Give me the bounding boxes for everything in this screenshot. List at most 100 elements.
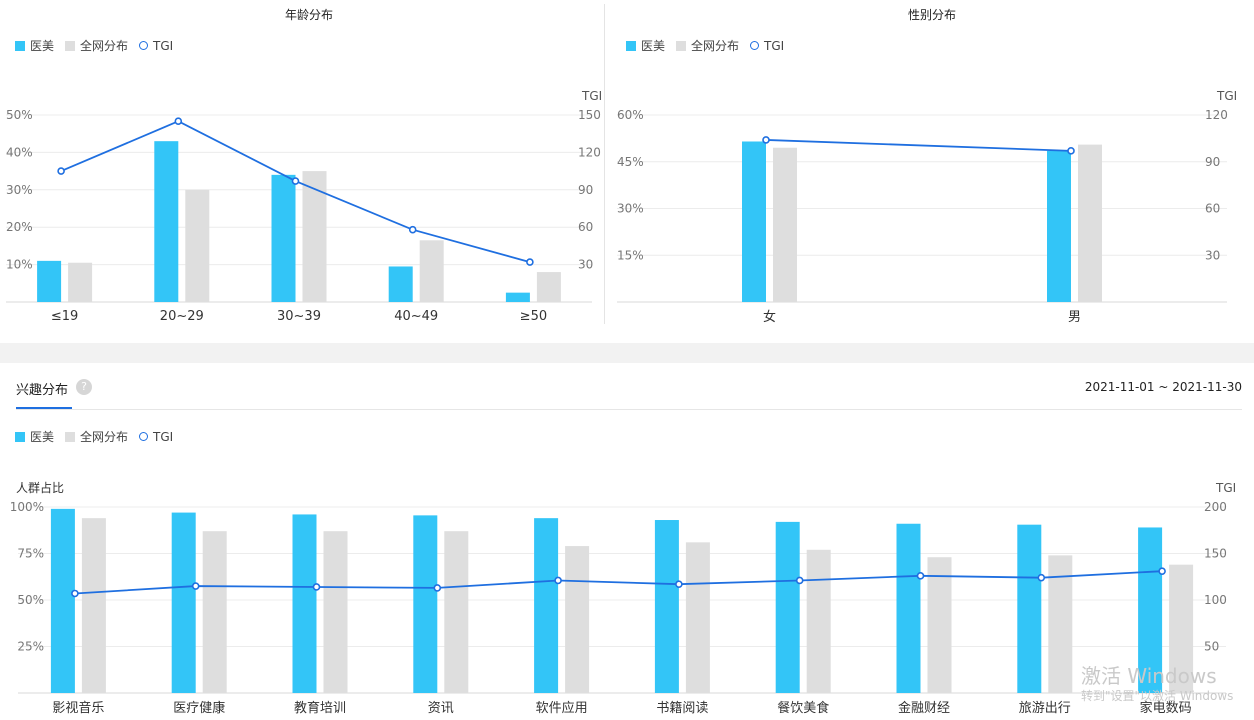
x-category-label: 旅游出行 — [1019, 701, 1071, 716]
bar-primary — [1138, 527, 1163, 693]
bar-primary — [775, 521, 800, 693]
bar-primary — [1017, 524, 1042, 693]
watermark-subtitle: 转到"设置"以激活 Windows — [1081, 689, 1234, 703]
bar-primary — [505, 292, 530, 302]
bar-primary — [534, 518, 559, 693]
tgi-point — [916, 572, 925, 580]
date-range[interactable]: 2021-11-01 ~ 2021-11-30 — [1084, 380, 1242, 394]
tgi-point — [1158, 567, 1166, 575]
legend-label-primary: 医美 — [30, 39, 55, 53]
gender-chart: 15% 30% 45% 60% 30 60 90 120 TGI 女 男 — [617, 89, 1237, 325]
y-left-tick-label: 30% — [617, 202, 644, 216]
tgi-point — [526, 258, 534, 266]
y-right-axis-title: TGI — [1215, 481, 1236, 495]
y-right-tick-label: 120 — [578, 145, 601, 159]
legend-item-tgi[interactable]: TGI — [750, 39, 784, 53]
y-left-tick-label: 50% — [17, 593, 44, 607]
tgi-point — [174, 117, 183, 126]
legend-item-primary[interactable]: 医美 — [15, 37, 54, 54]
age-chart: 10% 20% 30% 40% 50% 30 60 90 120 150 TGI ≤19 20~29 30… — [6, 89, 602, 324]
legend-item-tgi[interactable]: TGI — [139, 430, 173, 444]
x-category-label: 软件应用 — [536, 700, 588, 716]
watermark-title: 激活 Windows — [1081, 664, 1217, 688]
x-category-label: 女 — [763, 309, 776, 325]
legend-label-tgi: TGI — [153, 38, 174, 53]
x-category-label: 餐饮美食 — [777, 700, 829, 716]
tgi-point — [312, 583, 321, 591]
legend-label-primary: 医美 — [30, 430, 55, 444]
y-left-tick-label: 15% — [617, 248, 644, 262]
legend-swatch-compare — [676, 40, 687, 51]
x-category-label: 20~29 — [160, 309, 204, 324]
bar-primary — [742, 141, 766, 302]
bar-compare — [927, 557, 952, 693]
x-category-label: 金融财经 — [898, 700, 950, 716]
y-left-tick-label: 50% — [6, 108, 33, 122]
legend-item-compare[interactable]: 全网分布 — [65, 428, 128, 445]
x-category-label: 教育培训 — [294, 700, 346, 716]
age-legend: 医美 全网分布 TGI — [15, 37, 184, 54]
legend-label-compare: 全网分布 — [691, 39, 740, 53]
y-right-axis-title: TGI — [581, 89, 602, 103]
y-left-tick-label: 100% — [10, 500, 44, 514]
y-right-tick-label: 30 — [1205, 248, 1220, 262]
tgi-point — [762, 136, 770, 144]
legend-item-tgi[interactable]: TGI — [139, 39, 173, 53]
bar-primary — [50, 508, 75, 693]
tgi-point — [675, 580, 683, 588]
tgi-point — [71, 589, 79, 598]
x-category-label: 影视音乐 — [52, 700, 104, 716]
legend-item-primary[interactable]: 医美 — [15, 428, 54, 445]
tgi-point — [1037, 573, 1046, 582]
y-right-tick-label: 50 — [1204, 640, 1219, 654]
bar-compare — [444, 531, 469, 693]
question-icon[interactable]: ? — [76, 379, 92, 395]
x-category-label: 30~39 — [277, 309, 321, 324]
age-chart-title: 年龄分布 — [285, 8, 334, 22]
bar-compare — [536, 272, 561, 302]
legend-item-primary[interactable]: 医美 — [626, 37, 665, 54]
bar-primary — [292, 514, 317, 693]
legend-item-compare[interactable]: 全网分布 — [65, 37, 128, 54]
y-right-tick-label: 100 — [1204, 593, 1227, 607]
bar-compare — [1169, 564, 1194, 693]
y-right-tick-label: 30 — [578, 258, 593, 272]
bar-compare — [185, 189, 210, 302]
x-category-label: 家电数码 — [1140, 700, 1192, 716]
y-left-tick-label: 20% — [6, 220, 33, 234]
tab-bar-divider — [16, 409, 1242, 410]
panel-divider — [604, 4, 605, 324]
bar-compare — [81, 518, 106, 693]
bar-compare — [685, 542, 710, 693]
interest-chart: 25% 50% 75% 100% 50 100 150 200 人群占比 TGI 影视音乐 医疗健康 教… — [10, 480, 1236, 716]
tgi-point — [408, 225, 417, 234]
legend-swatch-primary — [626, 40, 636, 51]
x-category-label: ≥50 — [520, 309, 547, 324]
legend-swatch-compare — [65, 431, 76, 442]
legend-item-compare[interactable]: 全网分布 — [676, 37, 739, 54]
bar-compare — [1048, 555, 1073, 693]
legend-swatch-primary — [15, 431, 25, 442]
tgi-point — [795, 576, 804, 585]
y-left-tick-label: 30% — [6, 183, 33, 197]
interest-legend: 医美 全网分布 TGI — [15, 428, 184, 445]
y-right-tick-label: 120 — [1205, 108, 1228, 122]
x-category-label: 资讯 — [428, 701, 454, 716]
legend-swatch-tgi — [139, 432, 149, 441]
bar-compare — [419, 240, 444, 302]
bar-primary — [271, 174, 296, 302]
gender-legend: 医美 全网分布 TGI — [626, 37, 795, 54]
y-left-tick-label: 60% — [617, 108, 644, 122]
tgi-series-line — [765, 139, 1072, 152]
tab-interest[interactable]: 兴趣分布 — [16, 383, 69, 398]
bar-primary — [154, 141, 179, 302]
tgi-point — [191, 582, 200, 590]
legend-label-compare: 全网分布 — [80, 430, 129, 444]
tgi-point — [554, 576, 562, 585]
y-left-tick-label: 40% — [6, 145, 33, 159]
y-right-tick-label: 150 — [1204, 547, 1227, 561]
tab-active-underline — [16, 407, 72, 409]
y-left-tick-label: 75% — [17, 547, 44, 561]
tgi-point — [57, 167, 65, 175]
bar-compare — [302, 171, 327, 302]
